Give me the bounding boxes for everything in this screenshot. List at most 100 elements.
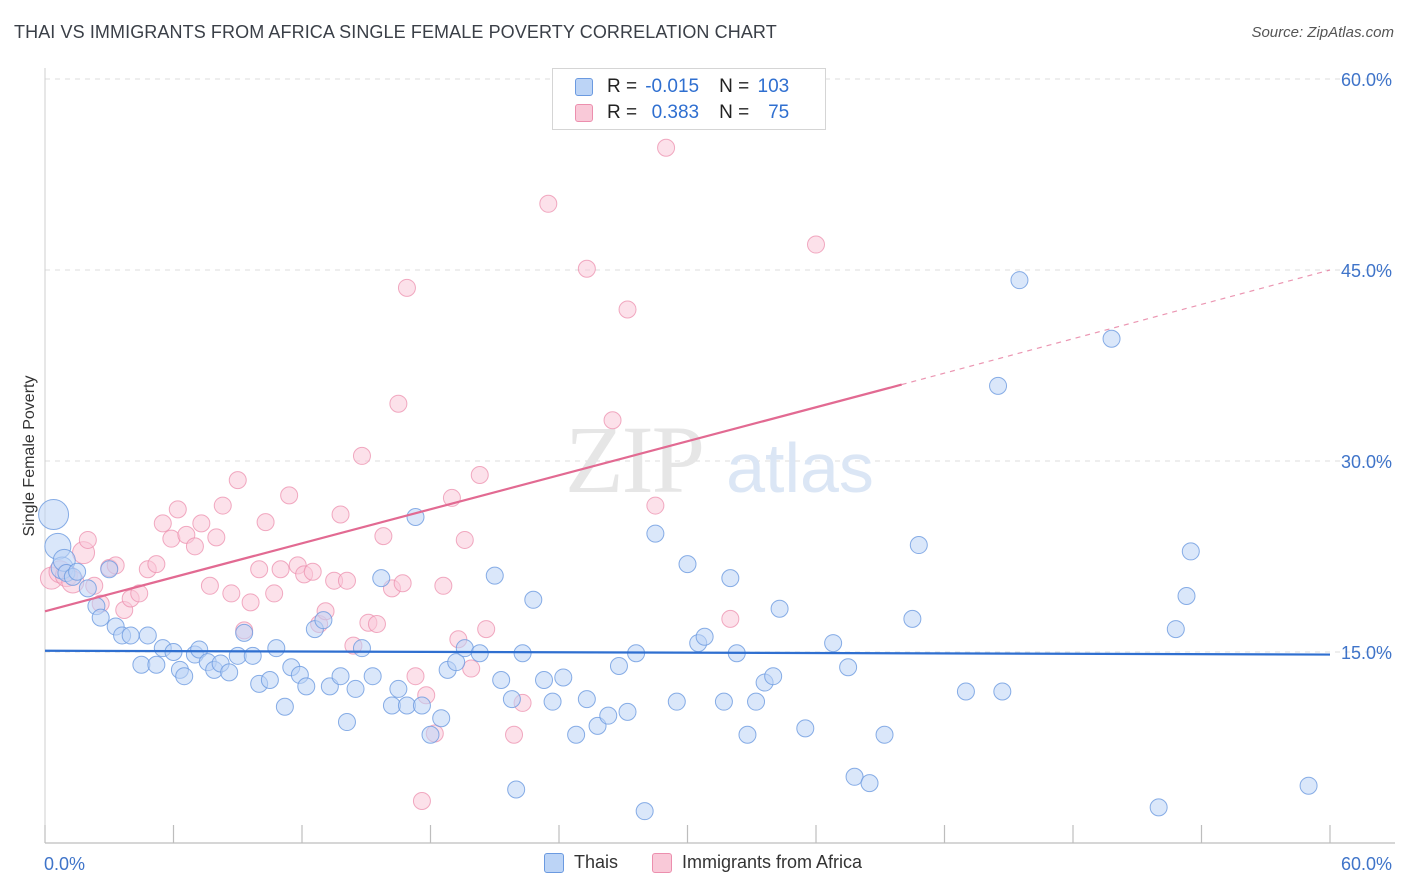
point-thais-43	[352, 639, 371, 658]
point-thais-86	[770, 599, 789, 618]
point-africa-61	[505, 725, 524, 744]
point-africa-17	[168, 500, 187, 519]
point-thais-48	[397, 696, 416, 715]
legend-item-thais[interactable]: Thais	[543, 852, 618, 873]
point-thais-55	[455, 639, 474, 658]
point-thais-75	[667, 692, 686, 711]
point-thais-0	[38, 498, 70, 530]
point-africa-49	[397, 278, 416, 297]
point-thais-61	[524, 590, 543, 609]
point-africa-42	[352, 446, 371, 465]
point-thais-94	[909, 536, 928, 555]
point-thais-46	[382, 696, 401, 715]
point-africa-58	[462, 659, 481, 678]
point-africa-12	[130, 584, 149, 603]
x-tick-label-max: 60.0%	[1341, 854, 1392, 874]
point-africa-68	[657, 138, 676, 157]
point-africa-51	[412, 791, 431, 810]
tick-labels: 15.0% 30.0% 45.0% 60.0% 0.0% 60.0%	[44, 70, 1392, 874]
trend-line-africa	[44, 383, 902, 613]
point-thais-33	[275, 697, 294, 716]
point-thais-38	[314, 611, 333, 630]
point-thais-103	[1181, 542, 1200, 561]
n-value-africa: 75	[768, 102, 790, 123]
point-thais-7	[78, 579, 97, 598]
point-thais-36	[297, 677, 316, 696]
source-credit: Source: ZipAtlas.com	[1251, 24, 1394, 41]
point-thais-59	[502, 690, 521, 709]
point-africa-27	[241, 593, 260, 612]
point-africa-67	[646, 496, 665, 515]
point-thais-73	[635, 802, 654, 821]
point-africa-44	[367, 614, 386, 633]
point-africa-66	[618, 300, 637, 319]
point-thais-13	[121, 626, 140, 645]
x-tick-label-min: 0.0%	[44, 854, 85, 874]
point-thais-45	[372, 569, 391, 588]
point-africa-16	[162, 529, 181, 548]
point-thais-67	[577, 690, 596, 709]
point-africa-45	[374, 527, 393, 546]
point-africa-54	[434, 576, 453, 595]
point-thais-78	[695, 627, 714, 646]
point-thais-29	[243, 646, 262, 665]
correlation-stats-box: R = -0.015 N = 103 R = 0.383 N = 75	[552, 68, 826, 130]
legend-item-africa[interactable]: Immigrants from Africa	[651, 852, 863, 873]
point-thais-42	[346, 679, 365, 698]
watermark: ZIP atlas	[565, 406, 874, 513]
point-thais-47	[389, 679, 408, 698]
series-immigrants-from-africa	[39, 138, 825, 810]
point-thais-74	[646, 524, 665, 543]
point-africa-22	[207, 528, 226, 547]
point-thais-22	[190, 640, 209, 659]
point-thais-85	[764, 667, 783, 686]
point-thais-82	[738, 725, 757, 744]
point-africa-14	[147, 555, 166, 574]
point-thais-63	[535, 671, 554, 690]
chart-legend: Thais Immigrants from Africa	[0, 852, 1406, 873]
axes	[44, 68, 1395, 844]
point-thais-65	[554, 668, 573, 687]
point-africa-28	[250, 560, 269, 579]
legend-label-africa: Immigrants from Africa	[681, 852, 863, 872]
point-thais-71	[618, 702, 637, 721]
point-africa-15	[153, 514, 172, 533]
point-africa-57	[455, 530, 474, 549]
point-thais-101	[1166, 620, 1185, 639]
y-tick-label-1: 30.0%	[1341, 452, 1392, 472]
r-value-thais: -0.015	[645, 76, 700, 97]
point-africa-31	[271, 560, 290, 579]
point-africa-25	[228, 471, 247, 490]
point-thais-20	[175, 667, 194, 686]
point-thais-54	[447, 653, 466, 672]
point-thais-96	[993, 682, 1012, 701]
point-thais-31	[260, 671, 279, 690]
point-thais-6	[68, 562, 87, 581]
point-africa-59	[470, 466, 489, 485]
point-africa-30	[265, 584, 284, 603]
point-africa-48	[393, 574, 412, 593]
legend-label-thais: Thais	[573, 852, 618, 872]
point-africa-69	[721, 609, 740, 628]
point-thais-89	[839, 658, 858, 677]
stats-row-africa: R = 0.383 N = 75	[575, 101, 789, 125]
point-africa-20	[192, 514, 211, 533]
point-thais-83	[747, 692, 766, 711]
point-thais-104	[1299, 776, 1318, 795]
legend-swatch-thais	[543, 852, 564, 873]
point-thais-100	[1149, 798, 1168, 817]
chart-title: THAI VS IMMIGRANTS FROM AFRICA SINGLE FE…	[14, 22, 777, 42]
point-thais-102	[1177, 586, 1196, 605]
point-thais-40	[331, 667, 350, 686]
point-thais-16	[147, 655, 166, 674]
stats-row-thais: R = -0.015 N = 103	[575, 75, 789, 99]
point-thais-95	[956, 682, 975, 701]
point-thais-97	[989, 376, 1008, 395]
point-thais-14	[132, 655, 151, 674]
legend-swatch-africa	[651, 852, 672, 873]
point-thais-44	[363, 667, 382, 686]
y-tick-label-0: 15.0%	[1341, 643, 1392, 663]
point-thais-26	[220, 663, 239, 682]
point-thais-99	[1102, 329, 1121, 348]
point-thais-27	[228, 646, 247, 665]
